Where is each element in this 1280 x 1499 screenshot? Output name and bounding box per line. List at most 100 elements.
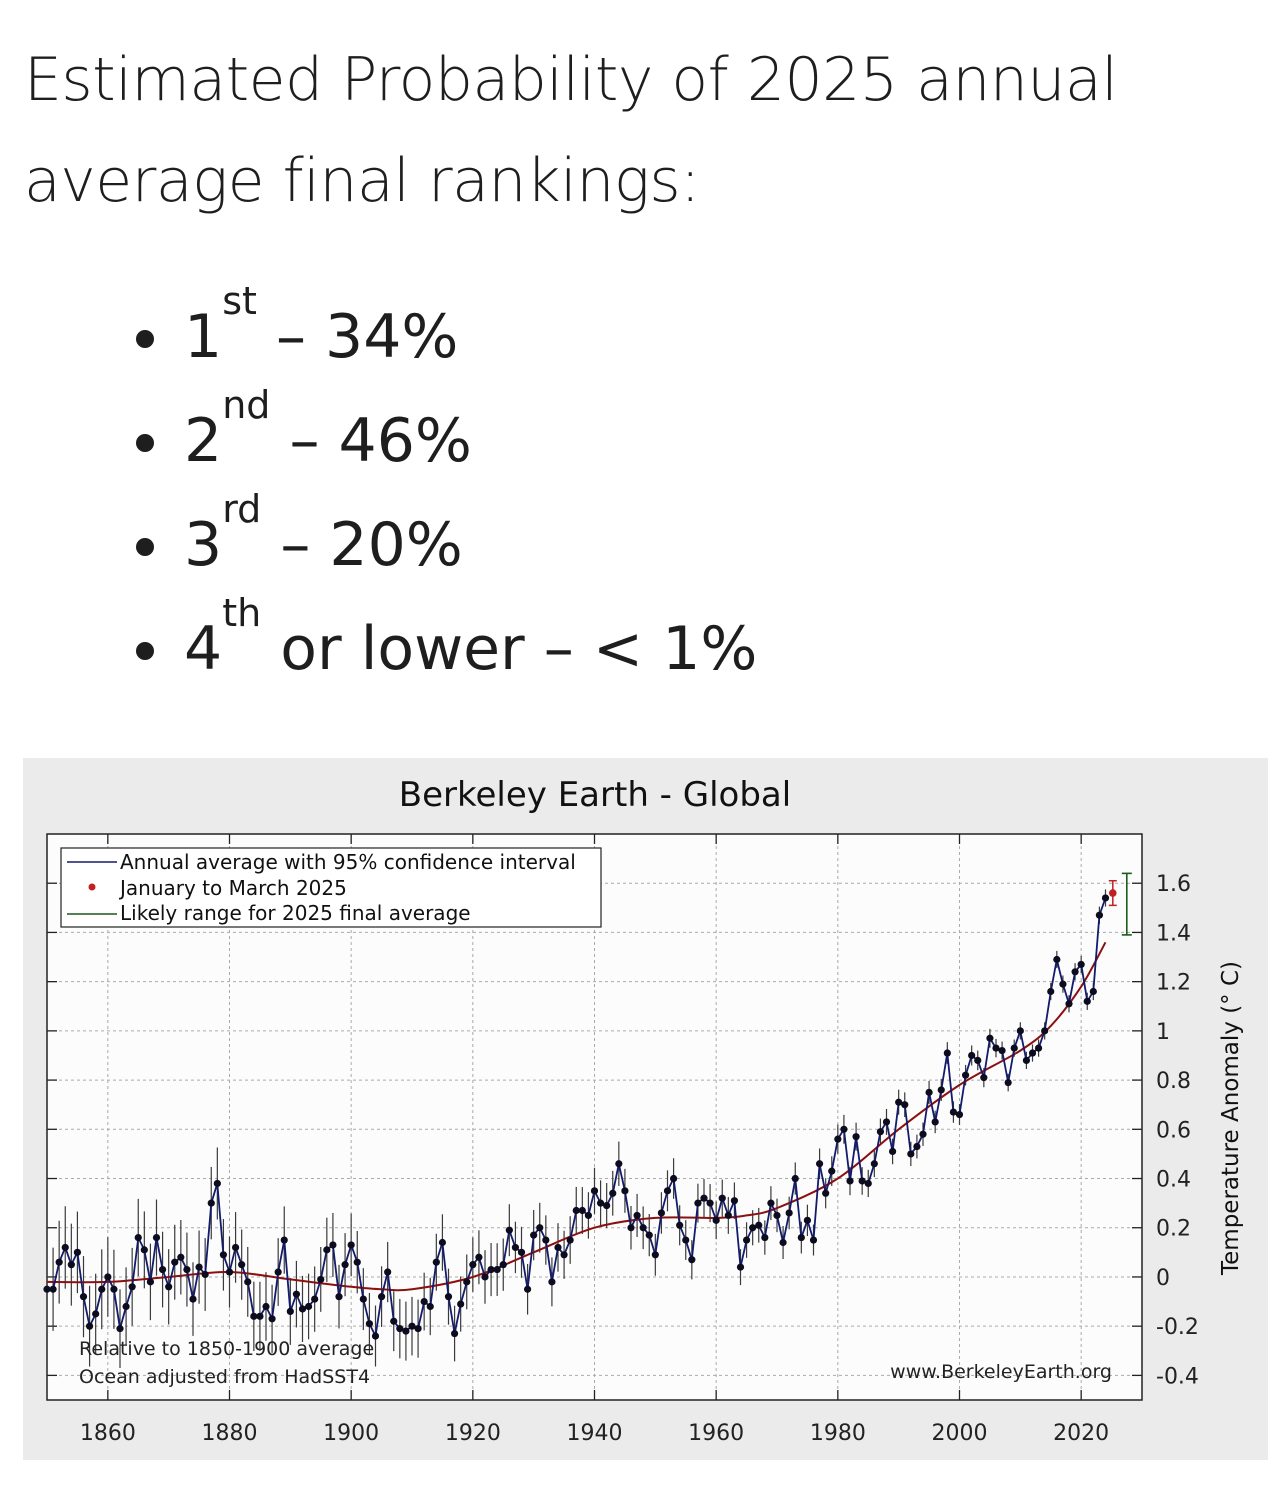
annual-point [742, 1236, 751, 1244]
annual-point [450, 1329, 459, 1338]
annual-point [408, 1322, 416, 1330]
watermark: www.BerkeleyEarth.org [890, 1361, 1112, 1383]
annual-point [1065, 1000, 1073, 1008]
annual-point [724, 1211, 732, 1220]
annual-point [61, 1243, 69, 1252]
annual-point [1004, 1078, 1012, 1087]
annual-point [548, 1278, 556, 1286]
y-tick-label: -0.2 [1156, 1315, 1199, 1340]
annual-point [840, 1125, 848, 1133]
annual-point [1071, 968, 1079, 976]
annual-point [657, 1209, 666, 1217]
annual-point [152, 1233, 161, 1242]
annual-point [822, 1189, 830, 1197]
annual-point [311, 1295, 319, 1303]
annual-point [43, 1285, 51, 1293]
annual-point [779, 1238, 787, 1247]
annual-point [566, 1236, 574, 1244]
x-tick-label: 1900 [323, 1421, 379, 1446]
x-tick-label: 1860 [80, 1421, 136, 1446]
annual-point [797, 1233, 805, 1242]
trend-line [46, 941, 1107, 1292]
annual-point [85, 1322, 94, 1330]
annual-point [165, 1283, 173, 1291]
legend-likely-range-label: Likely range for 2025 final average [120, 901, 471, 925]
annual-point [280, 1236, 288, 1244]
rank-probability: – 34% [256, 302, 459, 372]
annual-point [225, 1268, 234, 1276]
annual-point [1077, 960, 1085, 969]
x-tick-label: 1920 [445, 1421, 501, 1446]
annual-point [572, 1206, 580, 1215]
annual-point [536, 1224, 544, 1232]
annual-point [1028, 1049, 1037, 1057]
ranking-item-4: 4th or lower – < 1% [135, 594, 757, 708]
annual-point [438, 1238, 447, 1247]
annual-point [98, 1285, 106, 1293]
x-tick-label: 1980 [810, 1421, 866, 1446]
annual-point [870, 1160, 878, 1168]
annual-point [377, 1293, 386, 1301]
annual-point [414, 1325, 422, 1333]
annual-point [384, 1268, 392, 1276]
temperature-chart: Berkeley Earth - Global 1860 1880 1900 1920… [43, 775, 1244, 1446]
rank-number: 2 [184, 406, 223, 476]
annual-point [1016, 1027, 1024, 1035]
annual-point [718, 1194, 726, 1202]
annual-point [639, 1224, 647, 1232]
annual-point [323, 1246, 331, 1254]
annual-point [341, 1261, 349, 1269]
annual-point [298, 1305, 307, 1313]
annual-point [171, 1258, 179, 1266]
annual-point [49, 1285, 57, 1293]
annual-point [755, 1221, 763, 1229]
annual-point [1053, 955, 1061, 964]
annual-point [140, 1246, 148, 1254]
annual-point [578, 1206, 586, 1215]
annual-point [292, 1290, 301, 1298]
annual-point [852, 1133, 860, 1141]
annual-point [444, 1293, 453, 1301]
annual-point [304, 1302, 313, 1311]
annual-point [1010, 1044, 1018, 1052]
annual-point [615, 1160, 623, 1168]
annual-point [505, 1226, 513, 1234]
annual-point [907, 1150, 915, 1158]
annual-point [986, 1034, 994, 1042]
annual-point [110, 1285, 118, 1293]
annual-point [974, 1056, 982, 1064]
annual-point [542, 1236, 550, 1244]
annual-point [603, 1201, 611, 1210]
annual-points [43, 894, 1110, 1340]
annual-point [864, 1179, 872, 1188]
legend-annual-label: Annual average with 95% confidence inter… [120, 850, 576, 874]
annual-point [530, 1231, 538, 1239]
y-tick-label: -0.4 [1156, 1364, 1199, 1389]
ranking-list: 1st – 34% 2nd – 46% 3rd – 20% 4th or low… [135, 282, 757, 708]
annual-point [499, 1261, 507, 1269]
annual-point [682, 1236, 690, 1244]
annual-point [1022, 1056, 1031, 1064]
legend-box [60, 847, 602, 928]
annual-point [250, 1312, 258, 1320]
annual-point [219, 1251, 228, 1259]
ranking-item-3: 3rd – 20% [135, 490, 757, 604]
annual-point [749, 1224, 757, 1232]
annual-point [609, 1189, 617, 1197]
annual-point [207, 1199, 215, 1207]
annual-point [676, 1221, 684, 1229]
annual-point [767, 1199, 775, 1207]
rank-number: 1 [184, 302, 223, 372]
annual-point [286, 1307, 294, 1316]
y-tick-label: 0 [1156, 1266, 1170, 1291]
annual-point [347, 1241, 355, 1249]
annual-point [925, 1088, 933, 1096]
page-headline: Estimated Probability of 2025 annual ave… [24, 45, 1118, 216]
y-axis-label: Temperature Anomaly (° C) [1218, 961, 1244, 1276]
annual-point [1083, 997, 1091, 1005]
annual-point [596, 1199, 605, 1207]
baseline-note: Relative to 1850-1900 average [79, 1338, 374, 1360]
annual-point [1101, 894, 1110, 902]
rank-suffix: nd [222, 383, 271, 427]
y-tick-label: 1.6 [1156, 872, 1191, 897]
